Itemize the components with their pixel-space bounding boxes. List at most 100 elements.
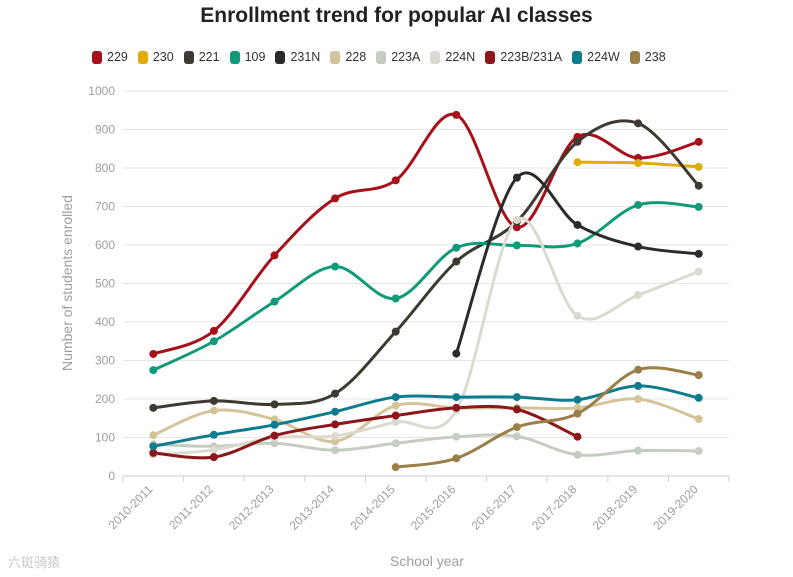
data-point[interactable] (694, 371, 703, 380)
legend-item[interactable]: 230 (137, 50, 174, 64)
data-point[interactable] (331, 407, 340, 416)
data-point[interactable] (149, 403, 158, 412)
data-point[interactable] (573, 137, 582, 146)
chart-legend: 229 230 221 109 231N 228 223A 224N 223B/231A 224W… (92, 50, 676, 64)
legend-item[interactable]: 223B/231A (485, 50, 562, 64)
data-point[interactable] (452, 243, 461, 252)
legend-item[interactable]: 223A (376, 50, 420, 64)
data-point[interactable] (634, 242, 643, 251)
data-point[interactable] (391, 411, 400, 420)
data-point[interactable] (694, 446, 703, 455)
data-point[interactable] (694, 393, 703, 402)
data-point[interactable] (391, 418, 400, 427)
data-point[interactable] (634, 291, 643, 300)
data-point[interactable] (573, 239, 582, 248)
data-point[interactable] (270, 400, 279, 409)
data-point[interactable] (452, 349, 461, 358)
data-point[interactable] (452, 454, 461, 463)
data-point[interactable] (512, 215, 521, 224)
series-line[interactable] (454, 171, 701, 356)
data-point[interactable] (694, 249, 703, 258)
data-point[interactable] (512, 393, 521, 402)
series-line[interactable] (394, 366, 701, 469)
data-point[interactable] (209, 396, 218, 405)
data-point[interactable] (634, 395, 643, 403)
data-point[interactable] (634, 446, 643, 455)
data-point[interactable] (331, 431, 340, 440)
data-point[interactable] (512, 223, 521, 232)
legend-item[interactable]: 221 (183, 50, 220, 64)
data-point[interactable] (391, 176, 400, 185)
data-point[interactable] (391, 401, 400, 410)
data-point[interactable] (694, 415, 703, 424)
data-point[interactable] (209, 453, 218, 462)
legend-item[interactable]: 224W (572, 50, 620, 64)
data-point[interactable] (391, 463, 400, 472)
legend-item[interactable]: 224N (430, 50, 475, 64)
data-point[interactable] (149, 442, 158, 451)
data-point[interactable] (694, 162, 703, 171)
legend-item[interactable]: 238 (629, 50, 666, 64)
data-point[interactable] (512, 173, 521, 182)
data-point[interactable] (452, 403, 461, 412)
legend-item[interactable]: 231N (275, 50, 320, 64)
legend-item[interactable]: 228 (330, 50, 366, 64)
data-point[interactable] (149, 349, 158, 358)
data-point[interactable] (209, 337, 218, 346)
data-point[interactable] (512, 241, 521, 250)
data-point[interactable] (634, 119, 643, 128)
data-point[interactable] (149, 431, 158, 440)
data-point[interactable] (573, 395, 582, 404)
data-point[interactable] (573, 403, 582, 412)
data-point[interactable] (573, 450, 582, 459)
data-point[interactable] (331, 194, 340, 203)
data-point[interactable] (270, 431, 279, 440)
data-point[interactable] (391, 294, 400, 303)
data-point[interactable] (270, 420, 279, 429)
data-point[interactable] (452, 432, 461, 441)
data-point[interactable] (573, 311, 582, 320)
data-point[interactable] (694, 181, 703, 190)
legend-item[interactable]: 109 (229, 50, 265, 64)
legend-item[interactable]: 229 (92, 50, 128, 64)
data-point[interactable] (270, 297, 279, 306)
series-line[interactable] (151, 216, 701, 457)
data-point[interactable] (209, 445, 218, 454)
data-point[interactable] (209, 406, 218, 415)
data-point[interactable] (634, 381, 643, 390)
series-line[interactable] (151, 112, 701, 356)
data-point[interactable] (452, 393, 461, 402)
data-point[interactable] (694, 267, 703, 276)
data-point[interactable] (331, 420, 340, 429)
data-point[interactable] (512, 432, 521, 441)
data-point[interactable] (573, 432, 582, 441)
data-point[interactable] (331, 262, 340, 271)
data-point[interactable] (391, 439, 400, 448)
legend-label: 224N (445, 50, 476, 64)
data-point[interactable] (149, 366, 158, 375)
data-point[interactable] (634, 158, 643, 167)
data-point[interactable] (512, 405, 521, 414)
data-point[interactable] (512, 423, 521, 432)
data-point[interactable] (573, 158, 582, 167)
series-line[interactable] (151, 397, 701, 443)
data-point[interactable] (634, 365, 643, 374)
data-point[interactable] (452, 110, 461, 119)
data-point[interactable] (331, 389, 340, 398)
data-point[interactable] (573, 220, 582, 229)
data-point[interactable] (573, 409, 582, 418)
series-line[interactable] (151, 119, 701, 410)
data-point[interactable] (391, 393, 400, 402)
data-point[interactable] (634, 200, 643, 209)
data-point[interactable] (270, 251, 279, 260)
data-point[interactable] (209, 326, 218, 335)
data-point[interactable] (694, 137, 703, 146)
data-point[interactable] (270, 439, 279, 448)
series-line[interactable] (151, 201, 701, 372)
data-point[interactable] (209, 430, 218, 439)
data-point[interactable] (694, 202, 703, 211)
data-point[interactable] (149, 448, 158, 457)
data-point[interactable] (391, 327, 400, 336)
data-point[interactable] (331, 446, 340, 455)
data-point[interactable] (452, 257, 461, 266)
